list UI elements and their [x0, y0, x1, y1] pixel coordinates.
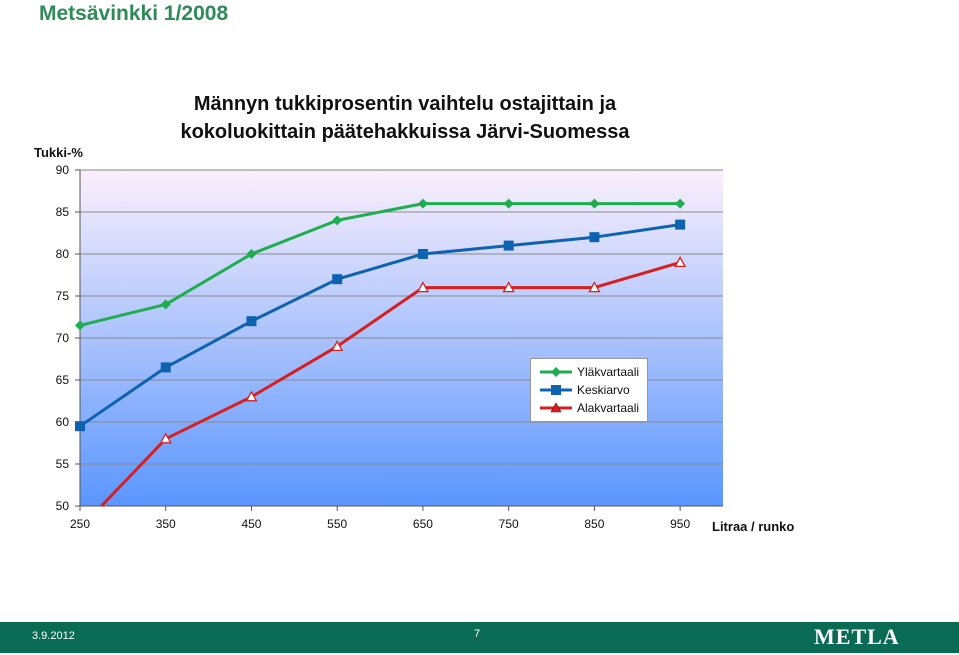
data-point-upper-quartile [417, 198, 428, 209]
data-point-upper-quartile [589, 198, 600, 209]
legend-swatch-lower [540, 402, 572, 413]
series-line-lower-quartile [100, 260, 681, 508]
chart-title-line-1: Männyn tukkiprosentin vaihtelu ostajitta… [193, 93, 617, 115]
data-point-mean [503, 240, 514, 251]
y-tick-label: 80 [56, 247, 70, 261]
y-tick-label: 85 [56, 205, 70, 219]
data-point-upper-quartile [160, 299, 171, 310]
x-axis-label: Litraa / runko [712, 519, 795, 534]
data-point-upper-quartile [503, 198, 514, 209]
footer-date: 3.9.2012 [32, 630, 75, 642]
legend-label-upper: Yläkvartaali [577, 365, 640, 379]
legend-label-mean: Keskiarvo [577, 383, 630, 397]
data-point-lower-quartile [588, 281, 601, 293]
data-point-upper-quartile [675, 198, 686, 209]
data-point-lower-quartile [245, 390, 258, 402]
chart-title: Männyn tukkiprosentin vaihtelu ostajitta… [80, 90, 730, 146]
legend-item-mean: Keskiarvo [539, 382, 649, 398]
legend-label-lower: Alakvartaali [577, 401, 640, 415]
footer-bar: 3.9.2012 7 METLA [0, 622, 959, 653]
x-tick-label: 950 [670, 517, 690, 531]
data-point-mean [589, 232, 600, 243]
data-point-lower-quartile [674, 256, 687, 268]
data-point-mean [75, 421, 85, 432]
data-point-mean [332, 274, 343, 285]
data-point-upper-quartile [246, 249, 257, 259]
legend: Yläkvartaali Keskiarvo Alakvartaali [530, 358, 648, 422]
x-tick-label: 550 [327, 517, 347, 531]
x-tick-label: 250 [70, 517, 90, 531]
data-point-mean [675, 219, 686, 230]
y-tick-label: 50 [56, 499, 70, 513]
data-point-lower-quartile [159, 432, 172, 444]
data-point-lower-quartile [416, 281, 430, 293]
y-tick-label: 75 [56, 289, 70, 303]
y-axis-label: Tukki-% [34, 145, 83, 160]
chart-title-line-2: kokoluokittain päätehakkuissa Järvi-Suom… [180, 121, 630, 143]
x-tick-label: 350 [156, 517, 176, 531]
legend-swatch-upper [540, 367, 572, 377]
data-point-lower-quartile [502, 281, 515, 293]
data-point-mean [417, 249, 428, 259]
line-chart: 50 55 60 65 70 75 80 85 90 250 350 450 550 650 750 850 9… [56, 163, 723, 531]
data-point-upper-quartile [75, 320, 85, 331]
series-line-upper-quartile [79, 202, 681, 327]
y-tick-label: 55 [56, 457, 70, 471]
header-title: Metsävinkki 1/2008 [39, 2, 229, 25]
data-point-upper-quartile [332, 215, 343, 226]
page-number: 7 [474, 628, 481, 640]
metla-logo: METLA [814, 624, 900, 649]
x-tick-label: 750 [499, 517, 519, 531]
series-line-mean [79, 223, 681, 428]
legend-swatch-mean [540, 385, 572, 395]
x-tick-label: 850 [584, 517, 604, 531]
y-tick-label: 60 [56, 415, 70, 429]
data-point-lower-quartile [331, 340, 344, 352]
data-point-mean [246, 316, 257, 327]
y-tick-label: 90 [56, 163, 70, 177]
legend-item-upper: Yläkvartaali [539, 364, 649, 380]
y-tick-label: 65 [56, 373, 70, 387]
legend-item-lower: Alakvartaali [539, 400, 649, 416]
x-tick-label: 450 [241, 517, 261, 531]
data-point-mean [160, 362, 171, 373]
x-tick-label: 650 [413, 517, 433, 531]
y-tick-label: 70 [56, 331, 70, 345]
